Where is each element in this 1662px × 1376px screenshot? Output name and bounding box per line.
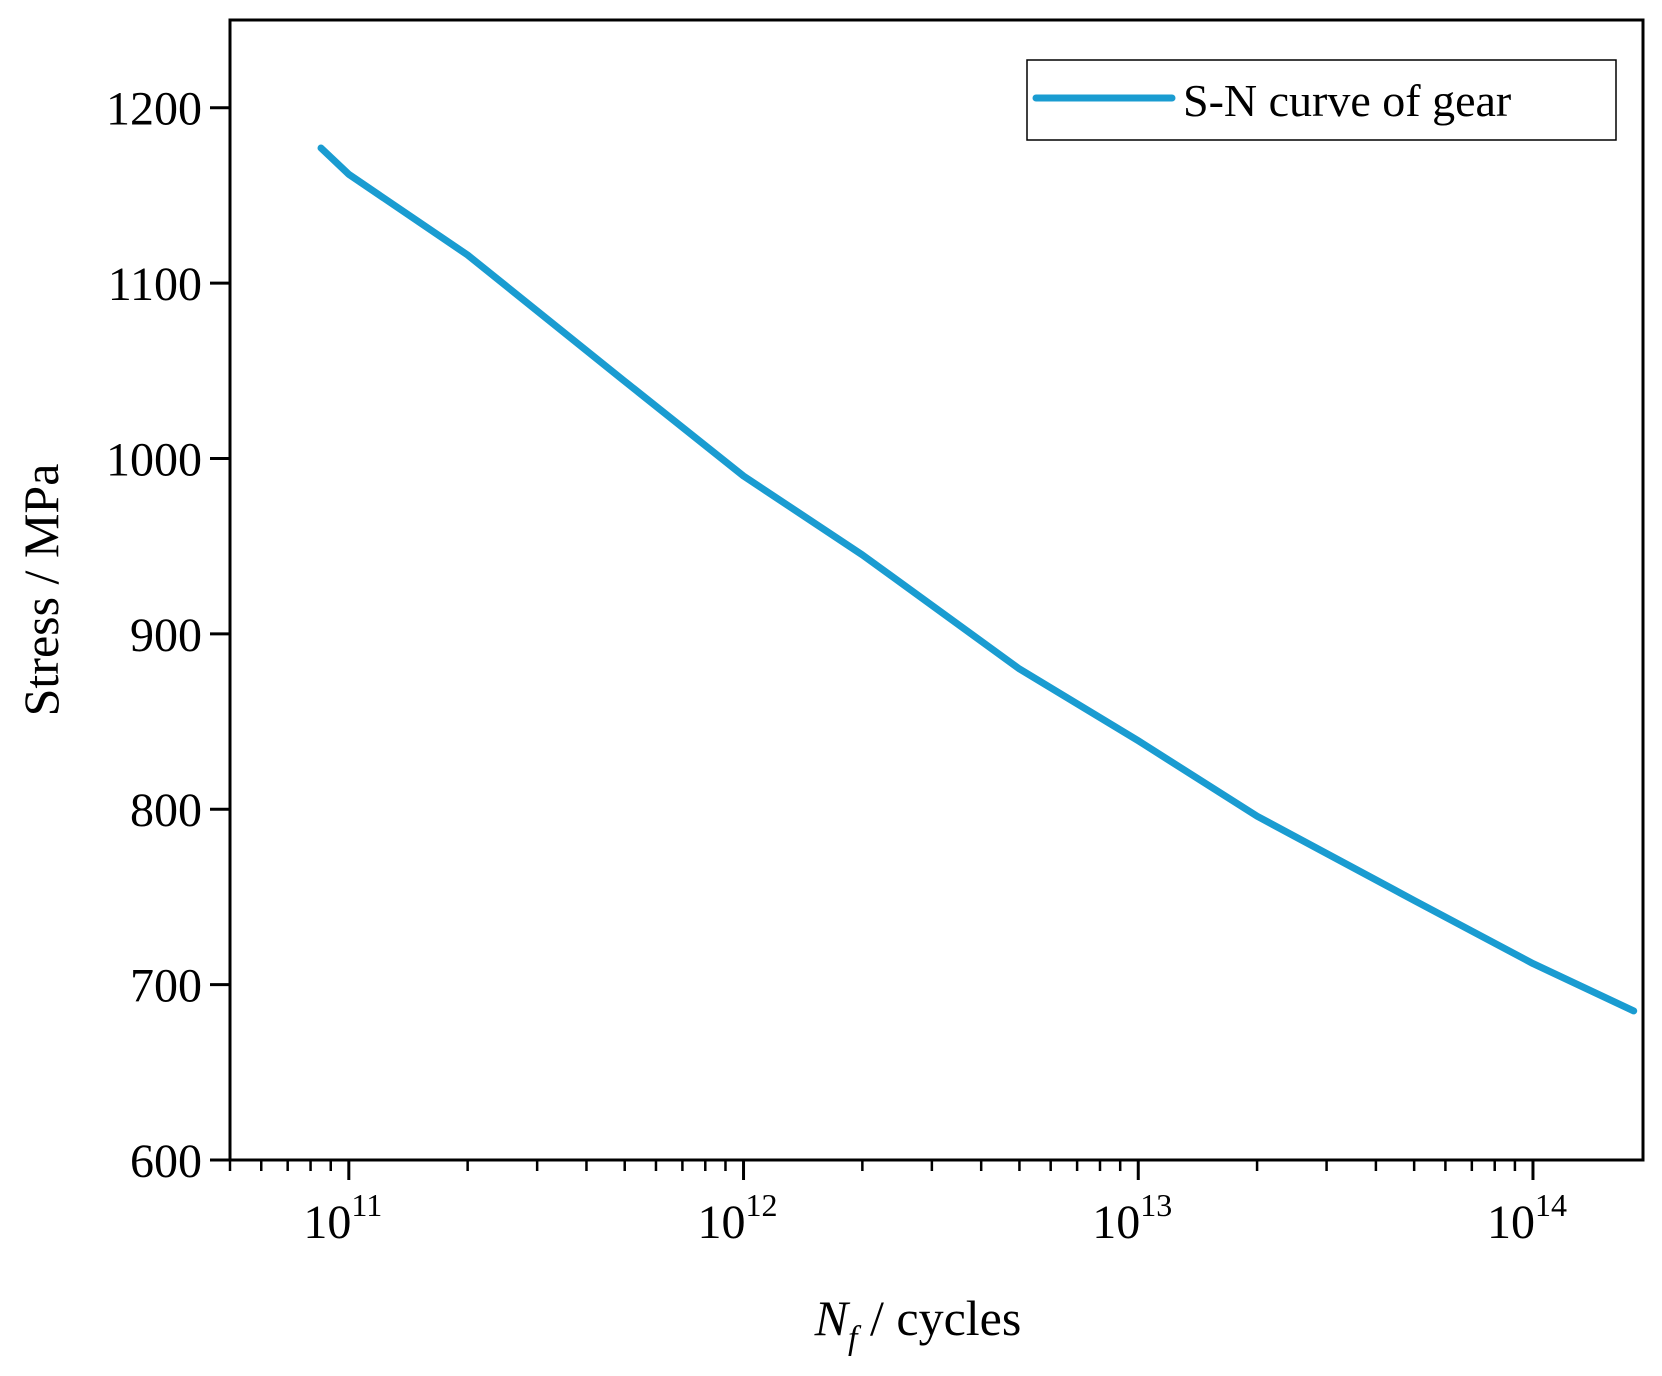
series-line-sn-curve — [317, 144, 1638, 1015]
x-tick-label: 1012 — [698, 1187, 778, 1249]
y-axis-label: Stress / MPa — [13, 464, 69, 717]
y-tick-label: 900 — [130, 609, 202, 662]
y-tick-label: 700 — [130, 960, 202, 1013]
x-axis-label-rest: / cycles — [857, 1290, 1021, 1346]
ticks-layer: 600 700 800 900 1000 1100 1200 1011 1012 1013 1014 — [106, 83, 1567, 1249]
y-tick-label: 800 — [130, 784, 202, 837]
legend: S-N curve of gear — [1026, 59, 1617, 141]
legend-label: S-N curve of gear — [1183, 75, 1511, 126]
x-tick-label: 1014 — [1487, 1187, 1567, 1249]
x-axis-label-main: N — [814, 1290, 851, 1346]
x-axis-label: Nf / cycles — [814, 1290, 1022, 1357]
y-tick-label: 1100 — [108, 258, 202, 311]
y-tick-label: 1200 — [106, 83, 202, 136]
x-tick-label: 1011 — [303, 1187, 382, 1249]
x-tick-label: 1013 — [1092, 1187, 1172, 1249]
y-tick-label: 600 — [130, 1135, 202, 1188]
y-tick-label: 1000 — [106, 433, 202, 486]
plot-frame — [228, 18, 1645, 1162]
